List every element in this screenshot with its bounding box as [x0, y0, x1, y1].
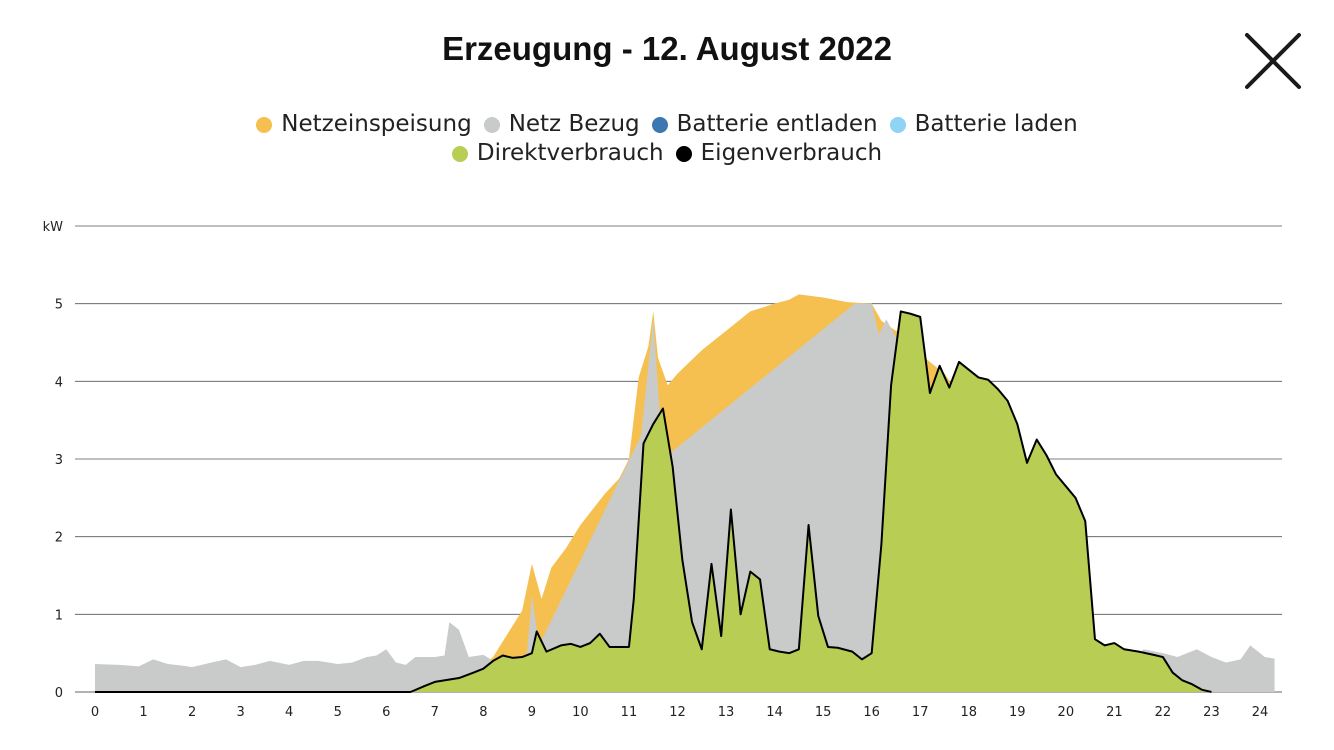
- x-tick-label: 12: [669, 705, 686, 720]
- legend-item-direktverbrauch[interactable]: Direktverbrauch: [451, 139, 664, 168]
- legend-item-netz-bezug[interactable]: Netz Bezug: [483, 110, 640, 139]
- y-tick-label: 1: [55, 608, 63, 623]
- x-tick-label: 22: [1155, 705, 1172, 720]
- x-tick-label: 8: [479, 705, 487, 720]
- x-tick-label: 14: [766, 705, 783, 720]
- x-tick-label: 24: [1252, 705, 1269, 720]
- x-tick-label: 17: [912, 705, 929, 720]
- x-tick-label: 18: [960, 705, 977, 720]
- x-tick-label: 7: [431, 705, 439, 720]
- y-tick-label: 2: [55, 531, 63, 546]
- x-tick-label: 15: [815, 705, 832, 720]
- x-tick-label: 10: [572, 705, 589, 720]
- y-unit-label: kW: [43, 220, 64, 235]
- y-tick-label: 4: [55, 375, 63, 390]
- close-button[interactable]: [1238, 28, 1308, 94]
- x-tick-label: 4: [285, 705, 293, 720]
- series-eigenverbrauch-line: [95, 310, 1212, 693]
- legend-item-eigenverbrauch[interactable]: Eigenverbrauch: [675, 139, 883, 168]
- x-tick-label: 2: [188, 705, 196, 720]
- legend-dot: [483, 116, 500, 133]
- legend-label: Netzeinspeisung: [281, 111, 472, 137]
- legend-item-batterie-laden[interactable]: Batterie laden: [889, 110, 1078, 139]
- x-tick-label: 5: [334, 705, 342, 720]
- legend-dot: [889, 116, 906, 133]
- x-tick-label: 6: [382, 705, 390, 720]
- y-tick-label: 3: [55, 453, 63, 468]
- page-title: Erzeugung - 12. August 2022: [442, 30, 892, 67]
- x-tick-label: 11: [621, 705, 638, 720]
- legend-label: Batterie entladen: [676, 111, 878, 137]
- x-tick-label: 16: [863, 705, 880, 720]
- x-tick-label: 20: [1058, 705, 1075, 720]
- legend-label: Eigenverbrauch: [700, 140, 883, 166]
- x-tick-label: 9: [528, 705, 536, 720]
- x-tick-label: 0: [91, 705, 99, 720]
- legend-label: Direktverbrauch: [476, 140, 664, 166]
- x-tick-label: 13: [718, 705, 735, 720]
- legend-item-batterie-entladen[interactable]: Batterie entladen: [651, 110, 878, 139]
- legend-label: Batterie laden: [914, 111, 1078, 137]
- x-tick-label: 19: [1009, 705, 1026, 720]
- series-direktverbrauch-area: [410, 311, 1212, 692]
- close-icon: [1245, 33, 1301, 89]
- y-tick-label: 5: [55, 298, 63, 313]
- x-tick-label: 1: [139, 705, 147, 720]
- x-tick-label: 3: [236, 705, 244, 720]
- y-tick-label: 0: [55, 686, 63, 701]
- x-tick-label: 21: [1106, 705, 1123, 720]
- legend-dot: [451, 145, 468, 162]
- legend-dot: [675, 145, 692, 162]
- x-tick-label: 23: [1203, 705, 1220, 720]
- legend-dot: [256, 116, 273, 133]
- chart-legend: Netzeinspeisung Netz Bezug Batterie entlad…: [150, 110, 1184, 168]
- legend-dot: [651, 116, 668, 133]
- legend-label: Netz Bezug: [508, 111, 640, 137]
- legend-item-netzeinspeisung[interactable]: Netzeinspeisung: [256, 110, 472, 139]
